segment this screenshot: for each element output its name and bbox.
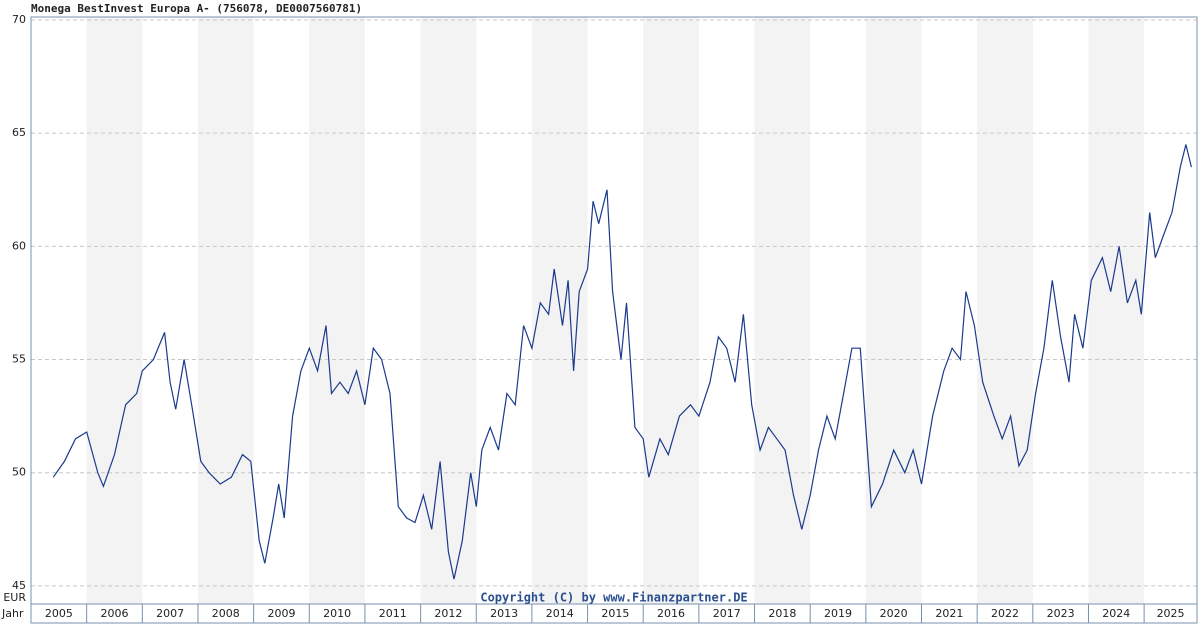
year-band [197, 17, 254, 604]
year-band [754, 17, 811, 604]
x-tick-label: 2012 [434, 607, 462, 620]
x-tick-label: 2007 [156, 607, 184, 620]
x-tick-label: 2020 [880, 607, 908, 620]
x-tick-label: 2015 [601, 607, 629, 620]
y-tick-label: 50 [12, 466, 26, 479]
x-axis-label: Jahr [1, 607, 24, 620]
chart-title: Monega BestInvest Europa A- (756078, DE0… [31, 2, 362, 15]
x-tick-label: 2013 [490, 607, 518, 620]
x-tick-label: 2021 [935, 607, 963, 620]
x-tick-label: 2014 [546, 607, 574, 620]
x-tick-label: 2008 [212, 607, 240, 620]
x-tick-label: 2011 [379, 607, 407, 620]
y-tick-label: 65 [12, 126, 26, 139]
y-axis-label: EUR [3, 591, 26, 604]
x-tick-label: 2016 [657, 607, 685, 620]
x-tick-label: 2010 [323, 607, 351, 620]
y-tick-label: 45 [12, 579, 26, 592]
x-tick-label: 2009 [267, 607, 295, 620]
y-tick-label: 70 [12, 13, 26, 26]
year-band [309, 17, 365, 604]
year-band [86, 17, 143, 604]
x-tick-label: 2022 [991, 607, 1019, 620]
year-band [977, 17, 1033, 604]
x-tick-label: 2024 [1102, 607, 1130, 620]
year-band [643, 17, 699, 604]
year-band [1088, 17, 1145, 604]
x-tick-label: 2025 [1157, 607, 1185, 620]
copyright: Copyright (C) by www.Finanzpartner.DE [480, 591, 747, 605]
year-band [865, 17, 922, 604]
x-tick-label: 2019 [824, 607, 852, 620]
x-tick-label: 2018 [768, 607, 796, 620]
x-tick-label: 2017 [713, 607, 741, 620]
x-tick-label: 2006 [100, 607, 128, 620]
price-line [52, 144, 1192, 580]
x-tick-label: 2023 [1047, 607, 1075, 620]
y-tick-label: 60 [12, 239, 26, 252]
y-tick-label: 55 [12, 353, 26, 366]
x-tick-label: 2005 [45, 607, 73, 620]
